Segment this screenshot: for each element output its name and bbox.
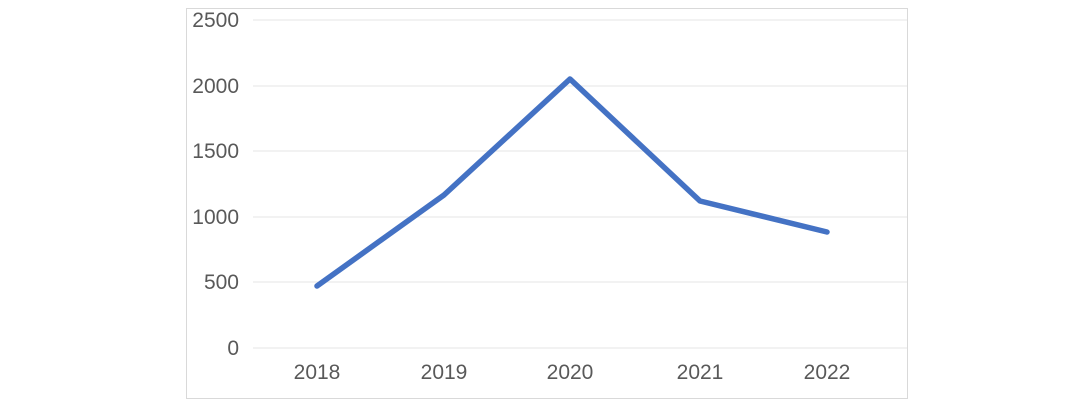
svg-text:2000: 2000 <box>192 75 239 98</box>
svg-text:2500: 2500 <box>192 9 239 32</box>
svg-text:2018: 2018 <box>294 361 341 384</box>
svg-text:500: 500 <box>204 271 239 294</box>
svg-text:0: 0 <box>227 337 239 360</box>
svg-text:1000: 1000 <box>192 206 239 229</box>
svg-text:2021: 2021 <box>677 361 724 384</box>
svg-text:2020: 2020 <box>547 361 594 384</box>
svg-text:2022: 2022 <box>804 361 851 384</box>
svg-text:2019: 2019 <box>421 361 468 384</box>
svg-text:1500: 1500 <box>192 140 239 163</box>
